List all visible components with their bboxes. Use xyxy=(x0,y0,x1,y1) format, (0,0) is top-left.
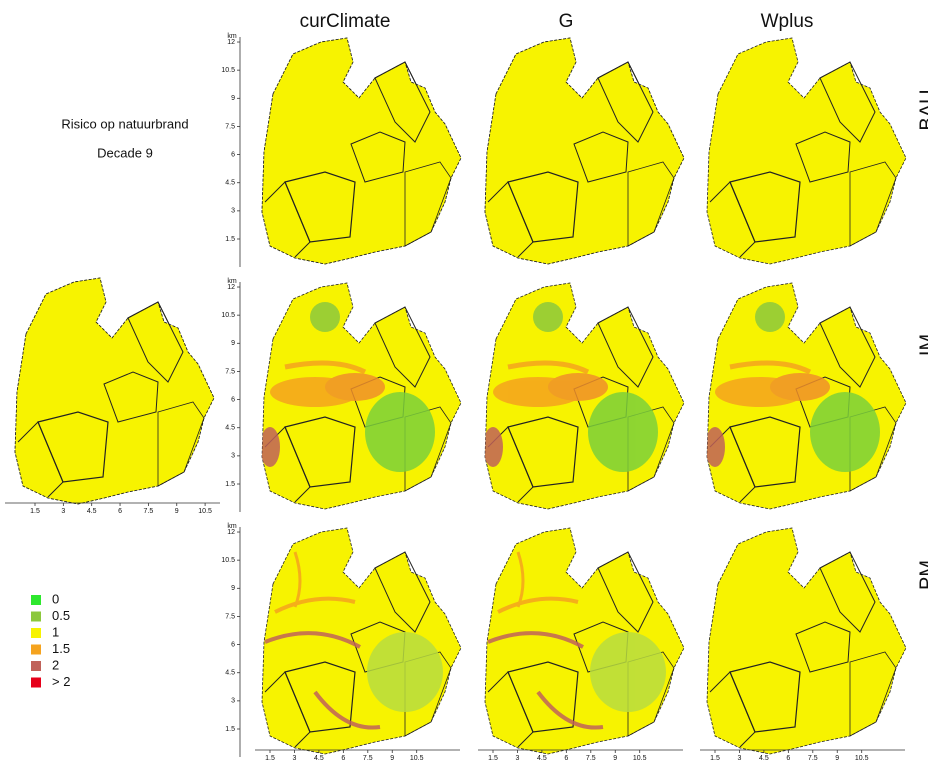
x-tick-label: 6 xyxy=(118,508,122,515)
x-tick-label: 3 xyxy=(292,755,296,762)
x-tick-label: 3 xyxy=(61,508,65,515)
map xyxy=(262,38,461,264)
y-tick-label: 3 xyxy=(231,208,235,215)
y-tick-label: 12 xyxy=(227,39,235,46)
map xyxy=(485,528,684,754)
map xyxy=(483,283,684,509)
x-tick-label: 7.5 xyxy=(808,755,818,762)
y-tick-label: 6 xyxy=(231,151,235,158)
legend-swatch xyxy=(31,661,41,671)
x-tick-label: 9 xyxy=(175,508,179,515)
map xyxy=(707,38,906,264)
legend-swatch xyxy=(31,595,41,605)
x-tick-label: 10.5 xyxy=(410,755,424,762)
x-tick-label: 10.5 xyxy=(633,755,647,762)
y-tick-label: 1.5 xyxy=(225,236,235,243)
y-tick-label: 3 xyxy=(231,698,235,705)
y-tick-label: 1.5 xyxy=(225,726,235,733)
map xyxy=(707,528,906,754)
legend-label: 1 xyxy=(52,624,59,639)
legend-label: 1.5 xyxy=(52,641,70,656)
y-tick-label: 12 xyxy=(227,284,235,291)
y-tick-label: 4.5 xyxy=(225,425,235,432)
x-tick-label: 9 xyxy=(390,755,394,762)
y-tick-label: 10.5 xyxy=(221,67,235,74)
y-tick-label: 9 xyxy=(231,585,235,592)
column-header: G xyxy=(559,11,574,32)
y-tick-label: 12 xyxy=(227,529,235,536)
map xyxy=(262,528,461,754)
x-tick-label: 1.5 xyxy=(710,755,720,762)
column-header: curClimate xyxy=(300,11,391,32)
legend-label: 0.5 xyxy=(52,608,70,623)
x-tick-label: 3 xyxy=(737,755,741,762)
x-tick-label: 4.5 xyxy=(87,508,97,515)
y-tick-label: 7.5 xyxy=(225,613,235,620)
x-tick-label: 10.5 xyxy=(198,508,212,515)
x-tick-label: 7.5 xyxy=(144,508,154,515)
x-tick-label: 1.5 xyxy=(265,755,275,762)
y-tick-label: 4.5 xyxy=(225,670,235,677)
y-tick-label: 9 xyxy=(231,340,235,347)
y-tick-label: 6 xyxy=(231,396,235,403)
legend-swatch xyxy=(31,628,41,638)
x-tick-label: 1.5 xyxy=(488,755,498,762)
legend-swatch xyxy=(31,612,41,622)
y-tick-label: 10.5 xyxy=(221,312,235,319)
legend-label: > 2 xyxy=(52,674,70,689)
x-tick-label: 3 xyxy=(515,755,519,762)
x-tick-label: 7.5 xyxy=(363,755,373,762)
map xyxy=(260,283,461,509)
map xyxy=(485,38,684,264)
row-label: IM xyxy=(916,334,928,356)
x-tick-label: 7.5 xyxy=(586,755,596,762)
y-tick-label: 6 xyxy=(231,641,235,648)
y-tick-label: 1.5 xyxy=(225,481,235,488)
figure: Risico op natuurbrand Decade 9 curClimat… xyxy=(0,0,928,762)
map xyxy=(15,278,214,504)
x-tick-label: 6 xyxy=(341,755,345,762)
row-label: PM xyxy=(916,560,928,590)
x-tick-label: 9 xyxy=(835,755,839,762)
y-tick-label: 10.5 xyxy=(221,557,235,564)
x-tick-label: 4.5 xyxy=(537,755,547,762)
x-tick-label: 6 xyxy=(786,755,790,762)
legend-swatch xyxy=(31,645,41,655)
map xyxy=(705,283,906,509)
row-label: BAU xyxy=(916,89,928,130)
title: Risico op natuurbrand xyxy=(61,116,188,131)
x-tick-label: 6 xyxy=(564,755,568,762)
subtitle: Decade 9 xyxy=(97,145,153,160)
y-tick-label: 4.5 xyxy=(225,180,235,187)
x-tick-label: 9 xyxy=(613,755,617,762)
y-tick-label: 7.5 xyxy=(225,123,235,130)
y-tick-label: 3 xyxy=(231,453,235,460)
column-header: Wplus xyxy=(761,11,814,32)
x-tick-label: 4.5 xyxy=(314,755,324,762)
y-tick-label: 7.5 xyxy=(225,368,235,375)
legend-swatch xyxy=(31,678,41,688)
x-tick-label: 1.5 xyxy=(30,508,40,515)
legend-label: 2 xyxy=(52,657,59,672)
x-tick-label: 10.5 xyxy=(855,755,869,762)
x-tick-label: 4.5 xyxy=(759,755,769,762)
legend-label: 0 xyxy=(52,591,59,606)
y-tick-label: 9 xyxy=(231,95,235,102)
